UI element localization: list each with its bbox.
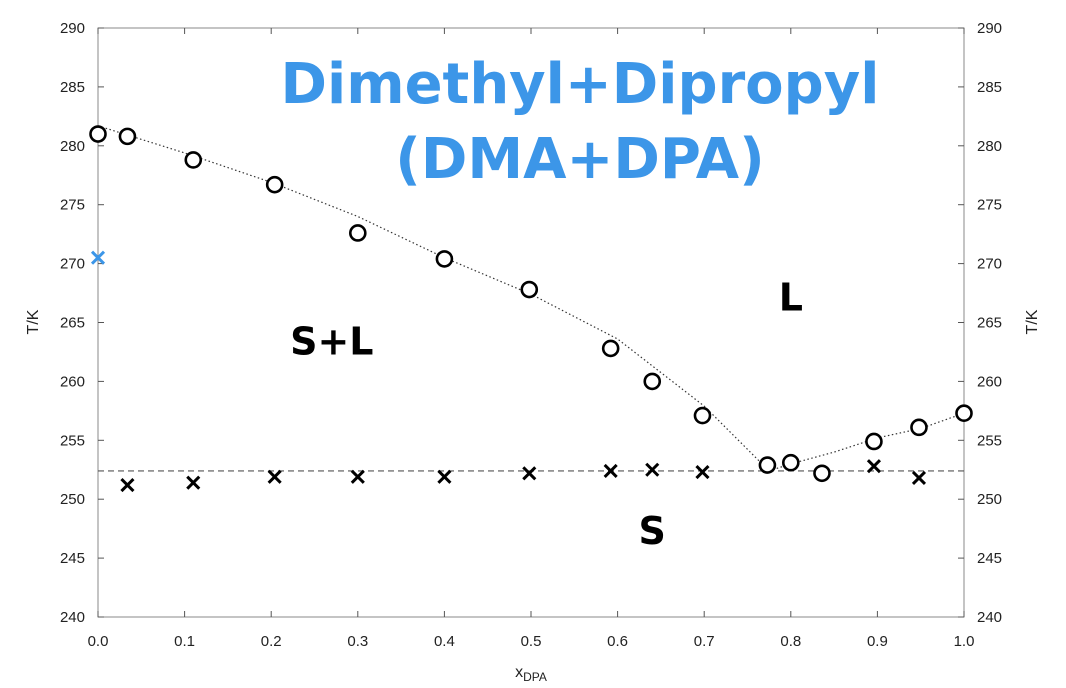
- cross-stroke: [90, 250, 106, 265]
- y-tick-label-right: 260: [977, 373, 1002, 390]
- y-tick-label-right: 290: [977, 20, 1002, 37]
- accent-cross-data-point: [90, 250, 106, 265]
- liquidus-curve-left: [97, 125, 770, 472]
- x-axis-title-subscript: DPA: [523, 670, 547, 684]
- chart-title-line-1: Dimethyl+Dipropyl: [281, 52, 880, 117]
- region-label: L: [779, 276, 803, 320]
- cross-data-point: [186, 475, 201, 490]
- circle-data-point: [781, 453, 800, 472]
- y-tick-label-left: 265: [60, 315, 85, 332]
- y-axis-title-left: T/K: [25, 309, 42, 334]
- y-tick-label-left: 275: [60, 197, 85, 214]
- circle-data-point: [758, 456, 777, 474]
- x-axis-title-main: x: [515, 664, 523, 681]
- x-tick-label: 0.4: [434, 633, 455, 650]
- cross-data-point: [645, 462, 660, 477]
- x-tick-label: 0.9: [867, 633, 888, 650]
- circle-data-point: [955, 404, 973, 423]
- x-tick-label: 0.6: [607, 633, 628, 650]
- cross-data-point: [437, 469, 452, 484]
- y-tick-label-left: 270: [60, 256, 85, 273]
- y-tick-label-left: 260: [60, 373, 85, 390]
- x-tick-label: 0.5: [521, 633, 542, 650]
- y-axis-title-right: T/K: [1024, 309, 1041, 334]
- region-label: S+L: [290, 319, 373, 363]
- y-tick-label-right: 265: [977, 315, 1002, 332]
- cross-data-point: [350, 469, 365, 484]
- circle-data-point: [910, 418, 928, 437]
- cross-data-point: [866, 459, 881, 474]
- y-tick-label-left: 280: [60, 138, 85, 155]
- region-label: S: [639, 509, 666, 553]
- cross-stroke: [267, 469, 282, 484]
- cross-data-point: [603, 463, 618, 478]
- circle-data-point: [184, 151, 203, 169]
- x-tick-label: 0.7: [694, 633, 715, 650]
- cross-stroke: [120, 478, 135, 493]
- cross-stroke: [911, 470, 927, 486]
- circle-data-point: [118, 127, 137, 146]
- y-tick-label-right: 250: [977, 491, 1002, 508]
- y-tick-label-left: 245: [60, 550, 85, 567]
- cross-stroke: [437, 469, 452, 484]
- x-tick-label: 0.8: [780, 633, 801, 650]
- region-labels: S+L L S: [290, 276, 803, 553]
- circle-data-point: [601, 339, 620, 358]
- y-tick-label-right: 285: [977, 79, 1002, 96]
- y-tick-label-right: 275: [977, 197, 1002, 214]
- y-tick-label-right: 240: [977, 609, 1002, 626]
- cross-stroke: [522, 466, 537, 481]
- y-tick-label-left: 290: [60, 20, 85, 37]
- cross-stroke: [695, 465, 710, 480]
- x-tick-label: 0.0: [88, 633, 109, 650]
- cross-stroke: [603, 463, 618, 478]
- x-tick-label: 0.3: [347, 633, 368, 650]
- circle-data-point: [865, 432, 883, 451]
- y-tick-label-right: 255: [977, 432, 1002, 449]
- circle-data-point: [435, 250, 454, 268]
- cross-stroke: [645, 462, 660, 477]
- circle-data-point: [643, 372, 662, 391]
- circle-data-point: [520, 280, 539, 299]
- y-tick-label-left: 285: [60, 79, 85, 96]
- cross-data-point: [695, 465, 710, 480]
- y-tick-label-right: 270: [977, 256, 1002, 273]
- liquidus-curve-right: [768, 412, 965, 472]
- circle-data-point: [265, 175, 284, 194]
- cross-data-point: [120, 478, 135, 493]
- x-tick-label: 0.1: [174, 633, 195, 650]
- circle-data-point: [348, 224, 367, 242]
- cross-data-point: [911, 470, 927, 486]
- cross-data-point: [267, 469, 282, 484]
- y-tick-label-right: 245: [977, 550, 1002, 567]
- cross-stroke: [186, 475, 201, 490]
- y-tick-label-right: 280: [977, 138, 1002, 155]
- x-axis-title: xDPA: [515, 664, 547, 684]
- chart-title-line-2: (DMA+DPA): [395, 127, 764, 192]
- x-tick-label: 1.0: [954, 633, 975, 650]
- cross-stroke: [350, 469, 365, 484]
- x-tick-label: 0.2: [261, 633, 282, 650]
- circle-data-point: [89, 125, 107, 143]
- y-tick-label-left: 250: [60, 491, 85, 508]
- circle-data-point: [693, 406, 712, 425]
- y-tick-label-left: 240: [60, 609, 85, 626]
- y-tick-label-left: 255: [60, 432, 85, 449]
- cross-data-point: [522, 466, 537, 481]
- circle-data-point: [813, 464, 831, 483]
- data-markers: [89, 125, 973, 493]
- cross-stroke: [866, 459, 881, 474]
